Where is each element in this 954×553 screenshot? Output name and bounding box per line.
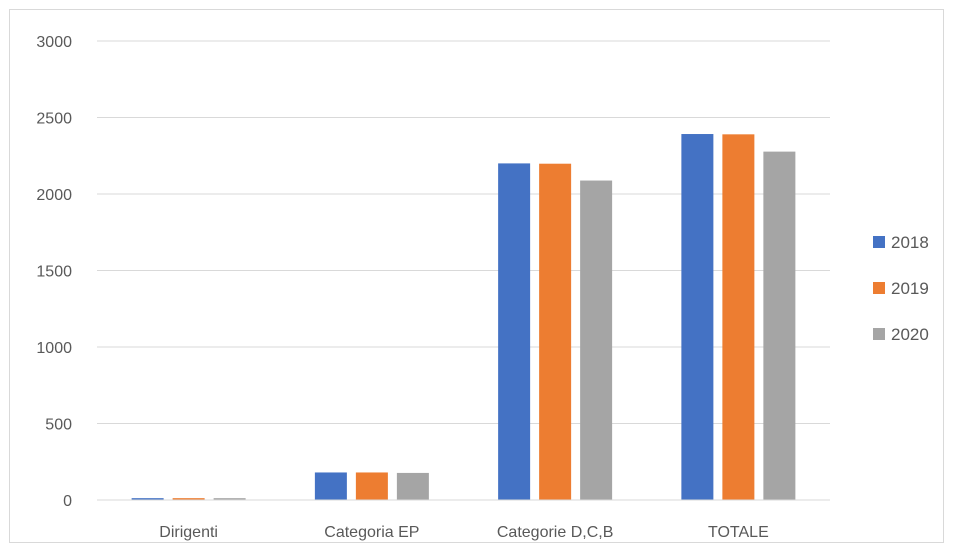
bar-2019 (539, 163, 572, 500)
bar-2019 (722, 134, 755, 500)
legend-label: 2020 (891, 325, 929, 344)
x-axis-ticks: Dirigenti Categoria EP Categorie D,C,B TOTA… (159, 524, 768, 541)
x-tick-label: Dirigenti (159, 524, 218, 541)
x-tick-label: TOTALE (708, 524, 769, 541)
bar-2018 (498, 163, 531, 500)
y-axis-ticks: 0 500 1000 1500 2000 2500 3000 (36, 34, 72, 510)
legend: 2018 2019 2020 (873, 233, 929, 344)
bar-2019 (355, 472, 388, 500)
y-tick-label: 2000 (36, 187, 72, 204)
legend-label: 2019 (891, 279, 929, 298)
x-tick-label: Categoria EP (324, 524, 419, 541)
x-tick-label: Categorie D,C,B (497, 524, 614, 541)
legend-swatch-2018 (873, 236, 885, 248)
bar-2020 (580, 180, 613, 500)
legend-label: 2018 (891, 233, 929, 252)
bar-2018 (314, 472, 347, 500)
y-tick-label: 1000 (36, 340, 72, 357)
bar-2018 (131, 498, 164, 500)
legend-swatch-2020 (873, 328, 885, 340)
y-tick-label: 3000 (36, 34, 72, 51)
bar-2018 (681, 134, 714, 501)
bar-2020 (213, 498, 246, 500)
y-tick-label: 500 (45, 417, 72, 434)
y-tick-label: 0 (63, 493, 72, 510)
bar-2020 (396, 472, 429, 500)
legend-swatch-2019 (873, 282, 885, 294)
gridlines (97, 40, 830, 424)
y-tick-label: 1500 (36, 264, 72, 281)
bars (131, 134, 796, 501)
y-tick-label: 2500 (36, 111, 72, 128)
bar-2019 (172, 498, 205, 500)
bar-2020 (763, 151, 796, 500)
